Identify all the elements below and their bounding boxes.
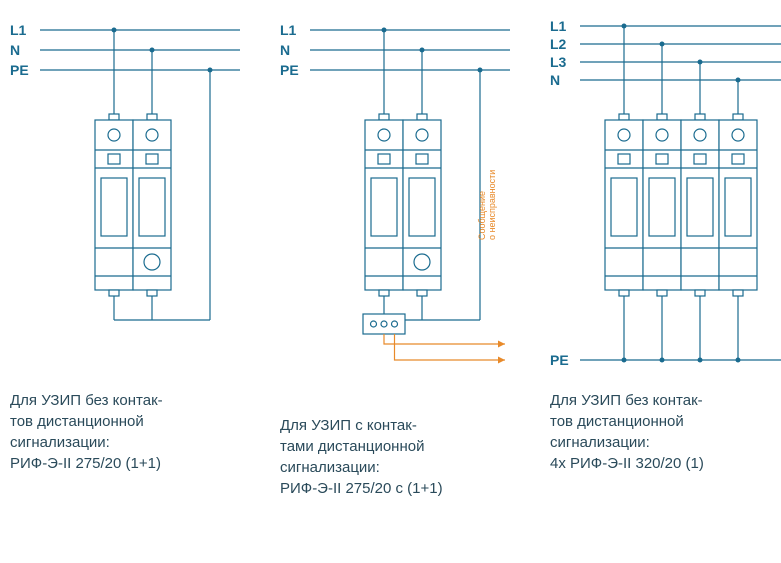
svg-text:PE: PE (280, 62, 299, 78)
svg-text:L2: L2 (550, 36, 567, 52)
svg-text:L1: L1 (280, 22, 297, 38)
diagram-panel-3: L1 L2 L3 N PE Для УЗИП без контак- тов диста… (550, 10, 781, 553)
caption-1: Для УЗИП без контак- тов дистанционной с… (10, 390, 250, 474)
svg-text:L3: L3 (550, 54, 567, 70)
svg-text:N: N (10, 42, 20, 58)
svg-text:N: N (550, 72, 560, 88)
svg-text:N: N (280, 42, 290, 58)
svg-text:L1: L1 (550, 18, 567, 34)
caption-3: Для УЗИП без контак- тов дистанционной с… (550, 390, 781, 474)
svg-text:L1: L1 (10, 22, 27, 38)
wiring-svg-1: L1 N PE (10, 10, 250, 380)
wiring-svg-2: L1NPEСообщениео неисправности (280, 10, 520, 405)
svg-text:PE: PE (10, 62, 29, 78)
caption-2: Для УЗИП с контак- тами дистанционной си… (280, 415, 520, 499)
svg-text:PE: PE (550, 352, 569, 368)
diagram-panel-1: L1 N PE Для УЗИП без контак- тов дистанцио… (10, 10, 250, 553)
wiring-svg-3: L1 L2 L3 N PE (550, 10, 781, 380)
diagram-panel-2: L1NPEСообщениео неисправности Для УЗИП с… (280, 10, 520, 553)
